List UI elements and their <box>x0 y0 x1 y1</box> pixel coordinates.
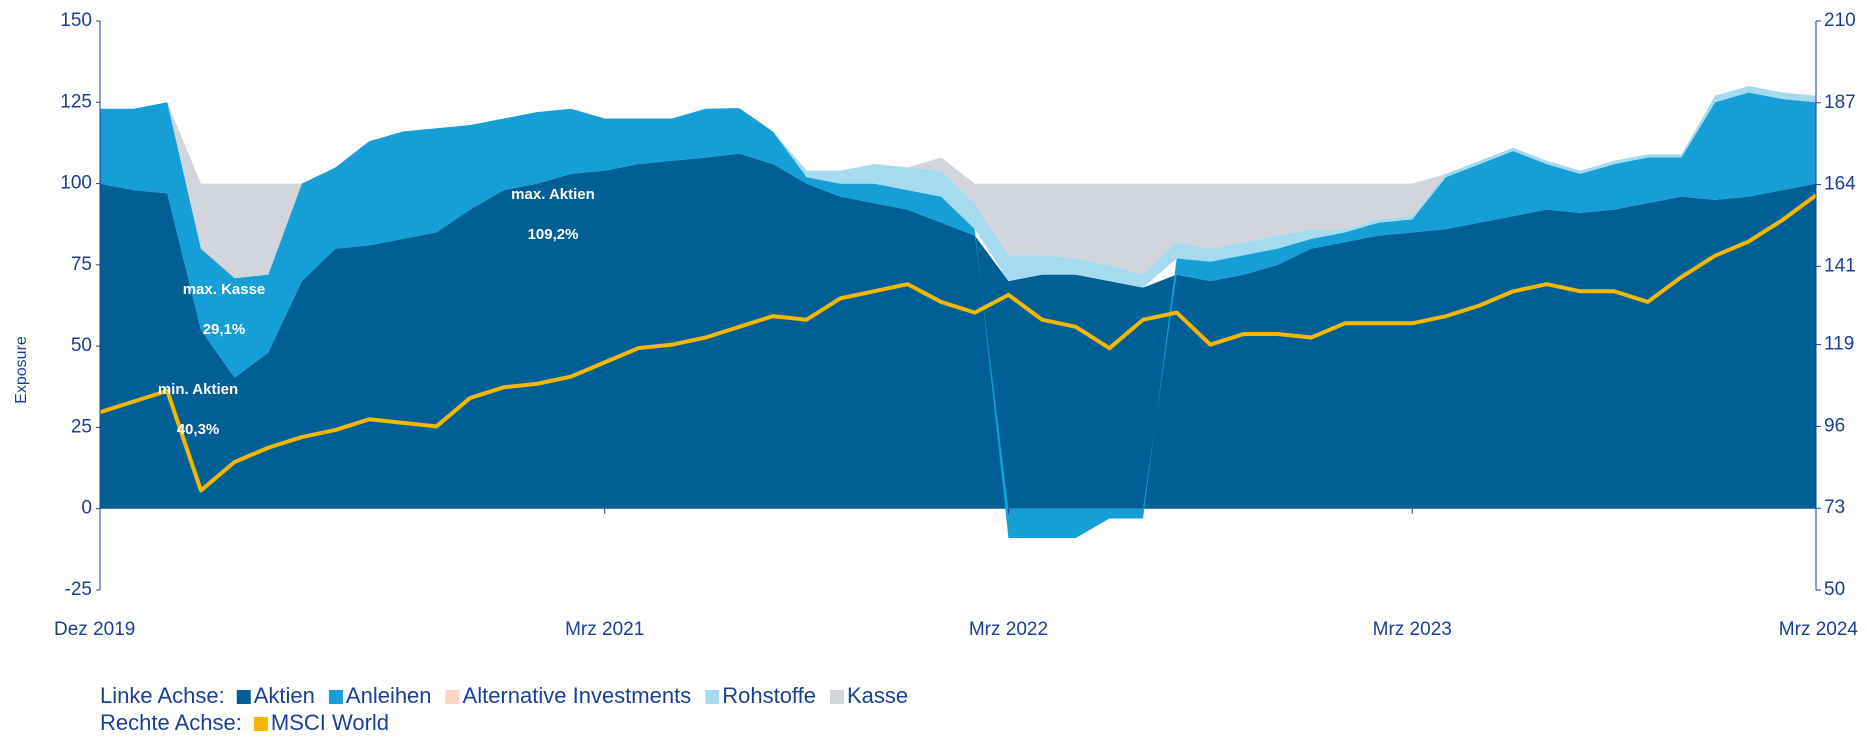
x-tick-label: Mrz 2024 <box>1779 619 1859 640</box>
legend-swatch <box>253 717 268 731</box>
y2-tick-label: 187 <box>1824 92 1856 113</box>
legend-swatch <box>445 690 460 704</box>
legend-entry: Rohstoffe <box>722 683 816 708</box>
area <box>100 86 1816 288</box>
legend-entry: MSCI World <box>271 710 389 735</box>
legend-swatch <box>830 690 844 704</box>
annotation-value: 40,3% <box>177 421 220 438</box>
y-tick-label: 100 <box>60 173 92 194</box>
y2-tick-label: 119 <box>1824 334 1854 355</box>
annotation: max. Kasse <box>183 281 266 298</box>
y-tick-label: 50 <box>71 335 92 356</box>
y-tick-label: 0 <box>81 498 92 519</box>
x-tick-label: Dez 2019 <box>54 619 135 640</box>
y2-tick-label: 141 <box>1824 255 1856 276</box>
legend-swatch <box>236 690 251 704</box>
legend-swatch <box>705 690 720 704</box>
y2-tick-label: 210 <box>1824 10 1856 31</box>
legend-entry: Aktien <box>254 683 315 708</box>
annotation: min. Aktien <box>158 381 238 398</box>
legend-entry: Anleihen <box>346 683 432 708</box>
y-tick-label: 150 <box>60 10 92 31</box>
legend-label: Linke Achse: <box>100 683 225 708</box>
y2-tick-label: 96 <box>1824 415 1845 436</box>
legend-swatch <box>328 690 343 704</box>
annotation: max. Aktien <box>511 186 595 203</box>
y-tick-label: -25 <box>65 579 92 600</box>
y2-tick-label: 164 <box>1824 174 1856 195</box>
y-tick-label: 25 <box>71 416 92 437</box>
annotation-value: 29,1% <box>203 321 246 338</box>
legend-entry: Alternative Investments <box>463 683 692 708</box>
area <box>100 153 1816 509</box>
x-tick-label: Mrz 2021 <box>565 619 644 640</box>
areas <box>100 86 1816 538</box>
y2-tick-label: 50 <box>1824 579 1845 600</box>
y-tick-label: 75 <box>71 254 92 275</box>
legend-entry: Kasse <box>847 683 908 708</box>
area <box>100 86 1816 279</box>
y-axis-label: Exposure <box>13 336 30 404</box>
x-tick-label: Mrz 2023 <box>1373 619 1452 640</box>
legend-label: Rechte Achse: <box>100 710 242 735</box>
y2-tick-label: 73 <box>1824 497 1845 518</box>
x-tick-label: Mrz 2022 <box>969 619 1048 640</box>
y-tick-label: 125 <box>60 91 92 112</box>
annotation-value: 109,2% <box>528 226 579 243</box>
line <box>99 193 1818 493</box>
